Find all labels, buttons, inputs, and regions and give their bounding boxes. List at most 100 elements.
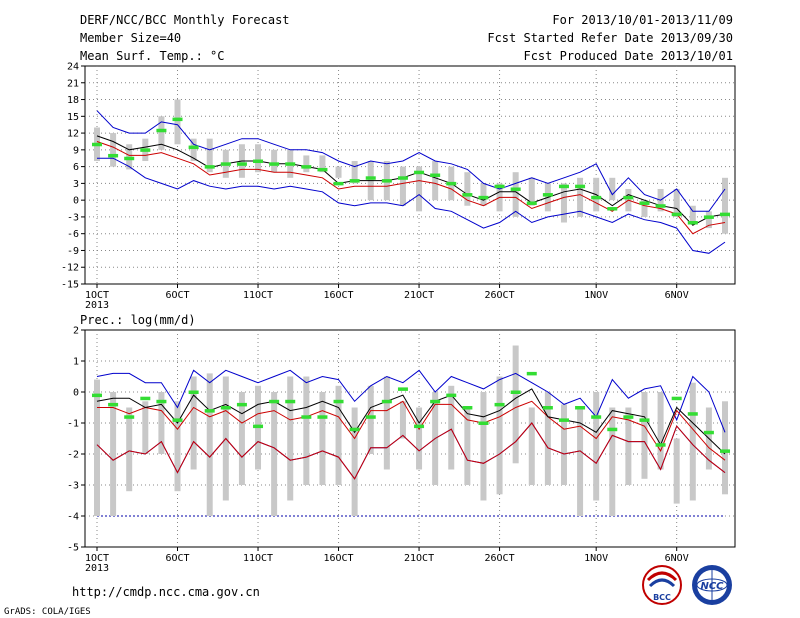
y-tick-label: 0 <box>73 196 79 207</box>
lowest-line <box>97 157 726 254</box>
ensemble-mean-marker <box>558 418 569 422</box>
x-tick-label: 1OCT <box>85 553 109 564</box>
ensemble-mean-marker <box>124 156 135 161</box>
ensemble-box <box>689 382 696 501</box>
ensemble-mean-marker <box>236 402 247 407</box>
ensemble-box <box>255 144 262 173</box>
ensemble-mean-marker <box>172 117 183 122</box>
ensemble-box <box>544 392 551 485</box>
x-tick-label: 26OCT <box>485 290 515 301</box>
lower-quartile-line <box>97 400 726 461</box>
y-tick-label: 24 <box>67 62 79 73</box>
ensemble-mean-marker <box>542 406 553 410</box>
bcc-logo-text: BCC <box>653 593 671 602</box>
y-tick-label: -6 <box>67 229 79 240</box>
ensemble-mean-marker <box>591 415 602 419</box>
ensemble-box <box>673 438 680 504</box>
ensemble-box <box>577 177 584 217</box>
x-tick-label: 6NOV <box>665 553 689 564</box>
ensemble-box <box>416 407 423 470</box>
grads-credit: GrADS: COLA/IGES <box>4 607 91 617</box>
x-tick-label: 26OCT <box>485 553 515 564</box>
ensemble-box <box>351 161 358 184</box>
ensemble-box <box>319 155 326 173</box>
ensemble-box <box>190 138 197 162</box>
ensemble-mean-marker <box>108 153 119 158</box>
x-tick-label: 16OCT <box>323 290 353 301</box>
ensemble-mean-marker <box>414 424 425 429</box>
ensemble-box <box>705 211 712 229</box>
ensemble-mean-marker <box>156 128 167 133</box>
ensemble-mean-marker <box>430 173 441 177</box>
ensemble-mean-marker <box>285 399 296 404</box>
ensemble-box <box>528 177 535 206</box>
ensemble-mean-marker <box>575 406 586 410</box>
ensemble-box <box>416 166 423 212</box>
temperature-panel: -15 -12 -9 -6 -3 0 3 6 9 12 15 18 21 24 1OCT 6OCT 11OCT 1… <box>61 62 736 311</box>
ensemble-box <box>271 149 278 173</box>
source-url[interactable]: http://cmdp.ncc.cma.gov.cn <box>72 585 260 599</box>
ensemble-mean-marker <box>703 215 714 219</box>
y-tick-label: -1 <box>67 419 79 430</box>
ensemble-mean-marker <box>204 409 215 413</box>
y-tick-label: 15 <box>67 112 79 123</box>
x-tick-year: 2013 <box>85 300 109 311</box>
y-tick-label: -4 <box>67 512 79 523</box>
y-tick-label: 1 <box>73 357 79 368</box>
variable-label: Mean Surf. Temp.: °C <box>80 49 225 63</box>
ensemble-mean-marker <box>494 184 505 189</box>
ensemble-mean-marker <box>607 207 618 211</box>
ensemble-mean-marker <box>381 399 392 404</box>
x-tick-label: 16OCT <box>323 553 353 564</box>
ensemble-mean-marker <box>253 424 264 429</box>
plot-frame <box>84 329 736 548</box>
fcst-produced-date: Fcst Produced Date 2013/10/01 <box>523 49 733 63</box>
ensemble-box <box>206 138 213 173</box>
x-tick-label: 21OCT <box>404 553 434 564</box>
ensemble-mean-marker <box>269 399 280 404</box>
y-tick-label: -9 <box>67 246 79 257</box>
ncc-logo: NCC <box>692 565 732 605</box>
ensemble-mean-marker <box>172 418 183 422</box>
ensemble-mean-marker <box>575 184 586 189</box>
ensemble-box <box>110 133 117 167</box>
ensemble-mean-marker <box>381 179 392 183</box>
ensemble-mean-marker <box>108 402 119 407</box>
ensemble-box <box>432 161 439 201</box>
x-tick-label: 1OCT <box>85 290 109 301</box>
ensemble-mean-marker <box>526 371 537 376</box>
ensemble-mean-marker <box>220 406 231 410</box>
ensemble-box <box>464 407 471 485</box>
x-tick-label: 11OCT <box>243 553 273 564</box>
ensemble-box <box>303 155 310 173</box>
ensemble-mean-marker <box>204 165 215 169</box>
ensemble-box <box>609 407 616 516</box>
ensemble-box <box>641 392 648 479</box>
ensemble-mean-marker <box>220 162 231 166</box>
ensemble-mean-marker <box>92 142 102 147</box>
ensemble-box <box>480 392 487 501</box>
ensemble-box <box>367 385 374 454</box>
ensemble-mean-marker <box>671 396 682 401</box>
ensemble-box <box>238 392 245 485</box>
ensemble-box <box>722 401 728 495</box>
ensemble-box <box>174 401 181 492</box>
ensemble-mean-marker <box>478 421 489 425</box>
lower-quartile-line <box>96 141 726 235</box>
ensemble-box <box>593 392 600 501</box>
precip-label: Prec.: log(mm/d) <box>80 313 196 327</box>
ensemble-mean-marker <box>623 195 634 200</box>
max-line <box>96 369 726 433</box>
x-tick-label: 11OCT <box>243 290 273 301</box>
ensemble-mean-marker <box>140 396 151 401</box>
ensemble-mean-marker <box>494 402 505 407</box>
y-tick-label: 6 <box>73 162 79 173</box>
ensemble-box <box>480 183 487 206</box>
ensemble-mean-marker <box>301 415 312 419</box>
ensemble-box <box>271 392 278 516</box>
ensemble-box <box>110 392 117 516</box>
y-tick-label: -5 <box>67 543 79 554</box>
ensemble-mean-marker <box>655 443 666 447</box>
ensemble-mean-marker <box>188 145 199 150</box>
median-line <box>96 135 726 226</box>
